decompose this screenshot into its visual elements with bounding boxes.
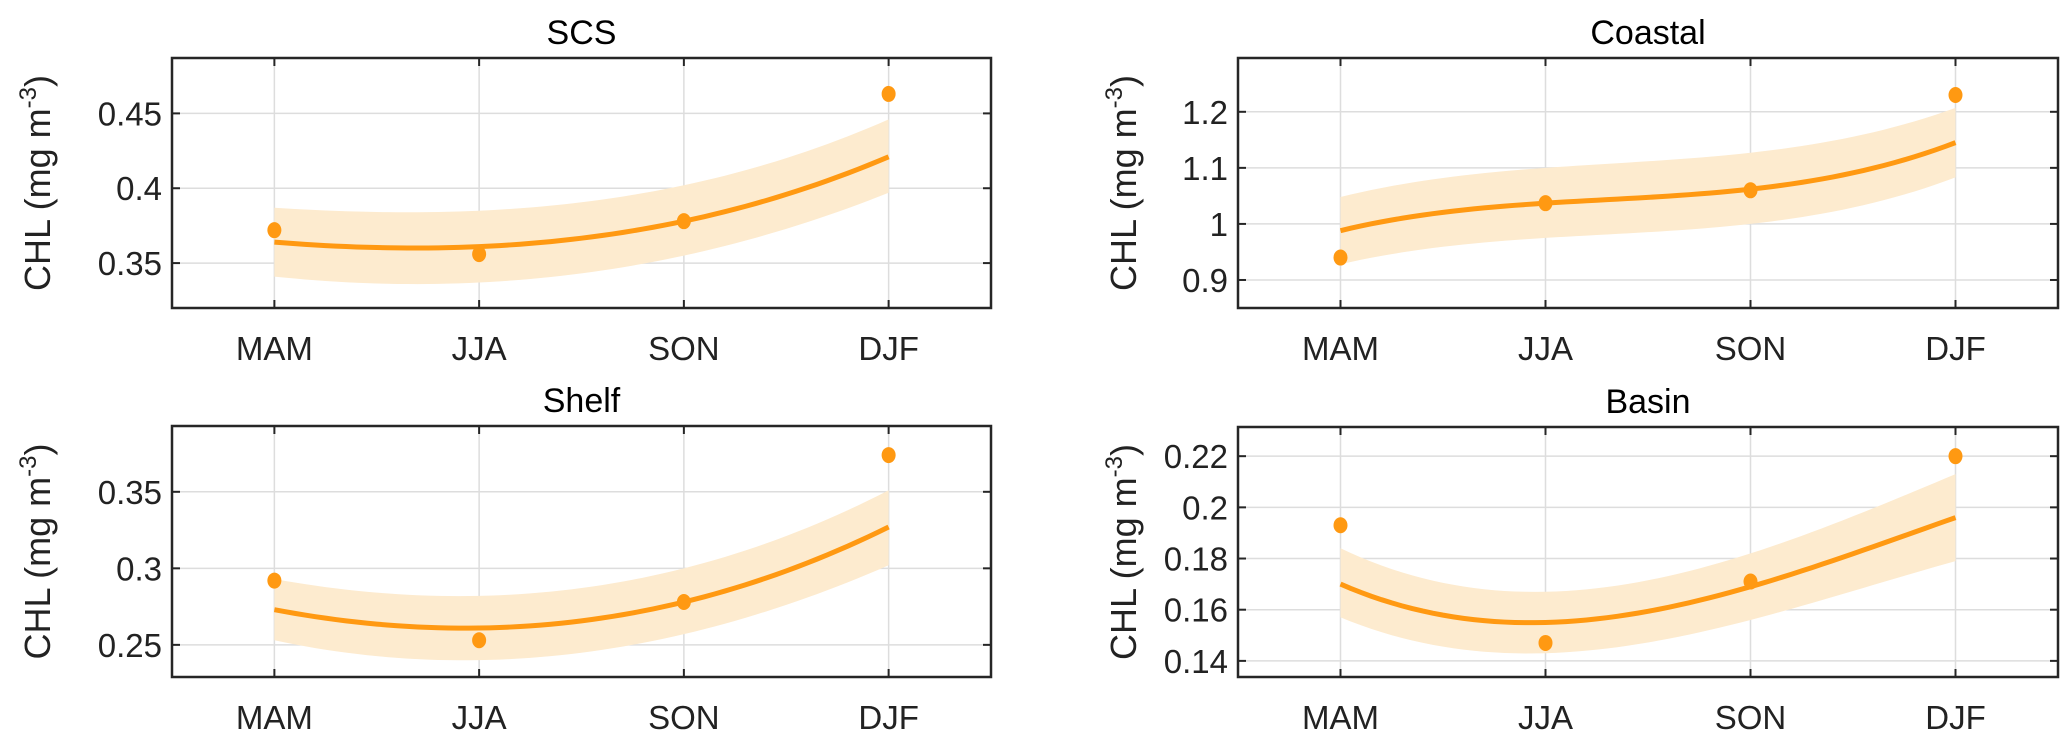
x-tick-label: MAM [236, 699, 313, 736]
data-point-mam [1333, 249, 1348, 266]
y-tick-label: 0.2 [1182, 489, 1228, 526]
y-tick-label: 1.2 [1182, 94, 1228, 131]
y-tick-label: 1.1 [1182, 150, 1228, 187]
data-point-djf [881, 447, 896, 464]
x-tick-label: JJA [452, 699, 507, 736]
data-point-mam [267, 222, 282, 239]
confidence-band [1340, 474, 1956, 654]
y-axis-label-text: CHL (mg m [1103, 108, 1144, 291]
y-axis-label-text: CHL (mg m [17, 477, 58, 660]
axes-box [170, 424, 993, 679]
axes-box [1236, 56, 2060, 310]
confidence-band [1340, 107, 1956, 265]
y-axis-label: CHL (mg m-3) [1101, 75, 1144, 291]
y-axis-label-close: ) [17, 75, 58, 87]
chart-title: Coastal [1590, 14, 1705, 52]
chart-panel-coastal: 0.9 1 1.1 1.2 MAM JJA SON DJF Coastal CHL (mg m-3… [1101, 14, 2060, 367]
y-tick-label: 0.45 [98, 95, 162, 132]
x-tick-label: SON [648, 699, 720, 736]
data-point-mam [267, 572, 282, 589]
y-axis-label-close: ) [1103, 444, 1144, 456]
data-point-djf [1948, 86, 1963, 103]
x-tick-label: MAM [1302, 330, 1379, 367]
fit-line [274, 154, 890, 251]
data-point-son [676, 594, 691, 611]
y-tick-label: 1 [1210, 206, 1228, 243]
y-axis-label-text: CHL (mg m [1103, 477, 1144, 660]
chart-title: Shelf [543, 382, 621, 420]
y-tick-label: 0.3 [116, 550, 162, 587]
y-tick-label: 0.22 [1164, 438, 1228, 475]
y-tick-label: 0.4 [116, 170, 162, 207]
data-point-jja [472, 632, 487, 649]
x-tick-label: DJF [1925, 699, 1986, 736]
chart-panel-shelf: 0.25 0.3 0.35 MAM JJA SON DJF Shelf CHL (mg m-3) [15, 382, 993, 736]
data-point-son [1743, 182, 1758, 199]
x-tick-label: DJF [1925, 330, 1986, 367]
data-point-djf [881, 85, 896, 102]
data-point-djf [1948, 448, 1963, 465]
y-tick-label: 0.35 [98, 245, 162, 282]
y-axis-label-superscript: -3 [1101, 456, 1128, 477]
x-tick-label: DJF [858, 699, 919, 736]
data-point-jja [1538, 634, 1553, 651]
y-tick-label: 0.9 [1182, 262, 1228, 299]
x-tick-label: MAM [1302, 699, 1379, 736]
y-axis-label-close: ) [1103, 75, 1144, 87]
data-point-mam [1333, 517, 1348, 534]
x-tick-label: DJF [858, 330, 919, 367]
fit-line [1339, 140, 1957, 234]
chart-panel-scs: 0.35 0.4 0.45 MAM JJA SON DJF SCS CHL (mg m-3) [15, 14, 993, 367]
y-axis-label: CHL (mg m-3) [1101, 444, 1144, 660]
y-axis-label-close: ) [17, 443, 58, 455]
chart-panel-basin: 0.14 0.16 0.18 0.2 0.22 MAM JJA SON DJF Basin CHL … [1101, 383, 2060, 736]
y-axis-label: CHL (mg m-3) [15, 443, 58, 659]
confidence-band [274, 119, 889, 285]
data-point-son [676, 213, 691, 230]
data-point-son [1743, 573, 1758, 590]
y-tick-label: 0.16 [1164, 592, 1228, 629]
y-tick-label: 0.14 [1164, 643, 1228, 680]
data-point-jja [1538, 195, 1553, 212]
y-axis-label-superscript: -3 [15, 455, 42, 476]
x-tick-label: JJA [1518, 699, 1573, 736]
fit-line [1339, 515, 1957, 626]
x-tick-label: SON [648, 330, 720, 367]
y-tick-label: 0.25 [98, 627, 162, 664]
y-axis-label-superscript: -3 [1101, 87, 1128, 108]
y-axis-label-superscript: -3 [15, 87, 42, 108]
confidence-band [274, 490, 889, 661]
y-tick-label: 0.35 [98, 474, 162, 511]
x-tick-label: SON [1715, 330, 1787, 367]
x-tick-label: MAM [236, 330, 313, 367]
y-tick-label: 0.18 [1164, 541, 1228, 578]
y-axis-label: CHL (mg m-3) [15, 75, 58, 291]
axes-box [170, 56, 993, 310]
data-point-jja [472, 246, 487, 263]
axes-box [1236, 425, 2060, 679]
chart-title: SCS [547, 14, 617, 52]
x-tick-label: SON [1715, 699, 1787, 736]
y-axis-label-text: CHL (mg m [17, 108, 58, 291]
x-tick-label: JJA [452, 330, 507, 367]
x-tick-label: JJA [1518, 330, 1573, 367]
chart-title: Basin [1605, 383, 1690, 421]
fit-line [273, 524, 890, 631]
